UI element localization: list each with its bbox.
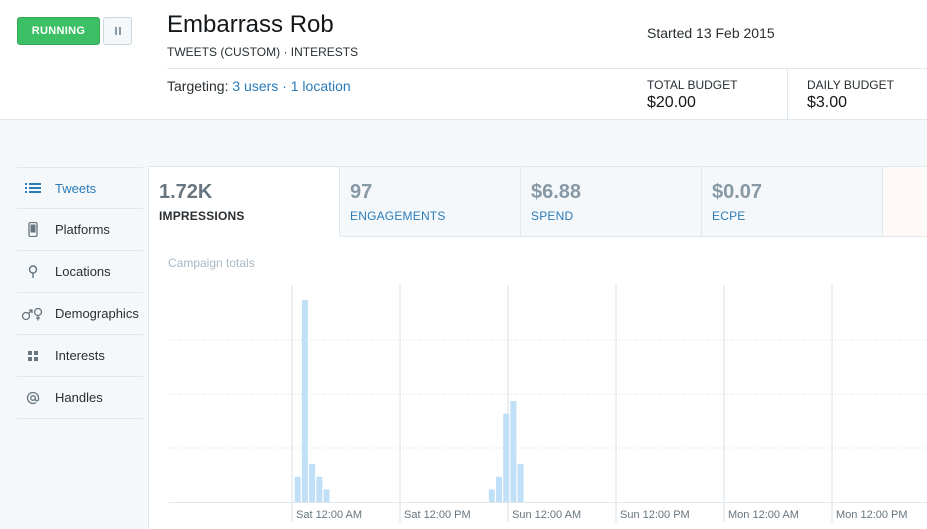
pause-icon: [114, 27, 121, 35]
chart-bar[interactable]: [301, 300, 308, 502]
targeting-separator: ·: [278, 78, 291, 94]
gender-icon: [21, 306, 45, 322]
total-budget: TOTAL BUDGET $20.00: [647, 78, 737, 112]
sidebar-item-label: Locations: [55, 264, 111, 279]
metrics-panel: 1.72K IMPRESSIONS 97 ENGAGEMENTS $6.88 S…: [148, 166, 927, 529]
tab-value: $6.88: [531, 181, 582, 203]
daily-budget: DAILY BUDGET $3.00: [807, 78, 894, 112]
x-tick-label: Sat 12:00 AM: [296, 509, 362, 521]
tab-ecpe[interactable]: $0.07 ECPE: [702, 167, 883, 237]
chart-bar[interactable]: [517, 464, 524, 502]
sidebar-item-demographics[interactable]: Demographics: [17, 293, 143, 335]
chart-bar[interactable]: [496, 476, 502, 503]
chart-bar[interactable]: [510, 401, 517, 502]
chart-bar[interactable]: [309, 464, 316, 502]
chart-bar[interactable]: [323, 489, 330, 502]
sidebar-item-interests[interactable]: Interests: [17, 335, 143, 377]
x-tick-label: Sat 12:00 PM: [404, 509, 471, 521]
chart-bar[interactable]: [488, 489, 495, 502]
tab-label: ECPE: [712, 209, 746, 223]
x-tick-label: Mon 12:00 PM: [836, 509, 908, 521]
sidebar-item-label: Tweets: [55, 180, 97, 196]
campaign-meta: TWEETS (CUSTOM) · INTERESTS: [167, 45, 359, 59]
sidebar-nav: Tweets Platforms Locations Demographics …: [17, 167, 143, 419]
campaign-title: Embarrass Rob: [167, 11, 334, 38]
budget-divider: [787, 69, 788, 120]
x-tick-label: Sun 12:00 AM: [512, 509, 581, 521]
campaign-header: RUNNING Embarrass Rob TWEETS (CUSTOM) · …: [0, 0, 927, 120]
campaign-start-date: Started 13 Feb 2015: [647, 25, 775, 41]
tab-value: 1.72K: [159, 181, 213, 203]
total-budget-value: $20.00: [647, 94, 696, 111]
at-icon: [25, 390, 41, 406]
targeting-users-link[interactable]: 3 users: [232, 78, 279, 94]
sidebar-item-label: Demographics: [55, 306, 139, 321]
tab-label: IMPRESSIONS: [159, 209, 245, 223]
sidebar-item-tweets[interactable]: Tweets: [17, 167, 143, 209]
sidebar-item-handles[interactable]: Handles: [17, 377, 143, 419]
targeting-locations-link[interactable]: 1 location: [290, 78, 351, 94]
impressions-chart: Sat 12:00 AM Sat 12:00 PM Sun 12:00 AM Sun …: [169, 285, 927, 522]
daily-budget-value: $3.00: [807, 94, 848, 111]
sidebar-item-locations[interactable]: Locations: [17, 251, 143, 293]
chart-bar[interactable]: [503, 413, 510, 502]
x-tick-label: Mon 12:00 AM: [728, 509, 799, 521]
tab-value: $0.07: [712, 181, 763, 203]
total-budget-label: TOTAL BUDGET: [647, 78, 738, 92]
sidebar-item-label: Interests: [55, 348, 105, 363]
pin-icon: [25, 264, 41, 280]
list-icon: [25, 180, 41, 196]
targeting-label: Targeting:: [167, 78, 233, 94]
tab-impressions[interactable]: 1.72K IMPRESSIONS: [149, 167, 340, 237]
pause-button[interactable]: [103, 17, 132, 45]
daily-budget-label: DAILY BUDGET: [807, 78, 894, 92]
sidebar-item-label: Handles: [55, 390, 103, 405]
sidebar-item-platforms[interactable]: Platforms: [17, 209, 143, 251]
running-status-button[interactable]: RUNNING: [17, 17, 100, 45]
tab-label: ENGAGEMENTS: [350, 209, 446, 223]
sidebar-item-label: Platforms: [55, 222, 110, 237]
chart-caption: Campaign totals: [168, 256, 255, 270]
tab-spend[interactable]: $6.88 SPEND: [521, 167, 702, 237]
tab-engagements[interactable]: 97 ENGAGEMENTS: [340, 167, 521, 237]
tab-value: 97: [350, 181, 373, 203]
targeting-summary: Targeting: 3 users · 1 location: [167, 78, 351, 94]
grid-icon: [25, 348, 41, 364]
tab-more[interactable]: [883, 167, 927, 237]
metric-tabs: 1.72K IMPRESSIONS 97 ENGAGEMENTS $6.88 S…: [149, 167, 927, 237]
phone-icon: [25, 222, 41, 238]
chart-bar[interactable]: [294, 476, 301, 503]
chart-bar[interactable]: [316, 476, 323, 503]
tab-label: SPEND: [531, 209, 574, 223]
x-tick-label: Sun 12:00 PM: [620, 509, 690, 521]
header-divider: [167, 68, 927, 69]
